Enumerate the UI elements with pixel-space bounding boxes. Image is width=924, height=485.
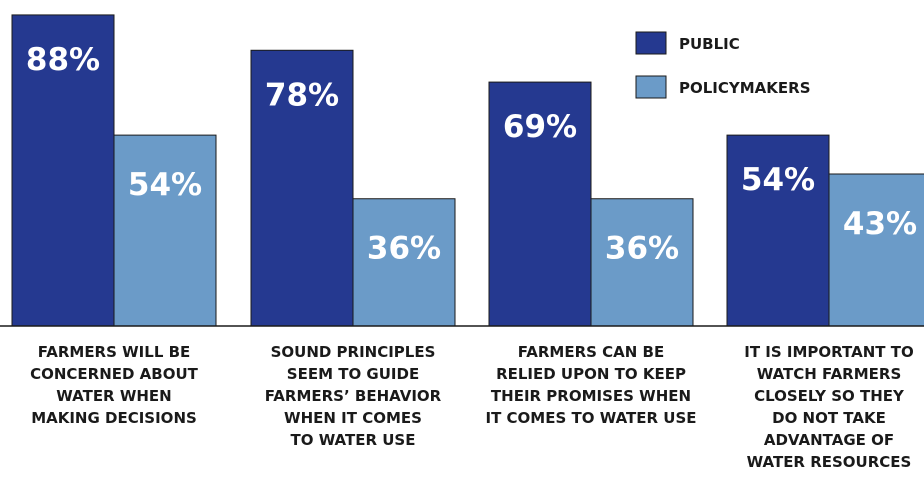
value-label-public-3: 69%: [503, 109, 577, 145]
bar-policymakers-3: [590, 198, 694, 327]
bar-policymakers-1: [113, 134, 217, 327]
category-label-2: SOUND PRINCIPLES SEEM TO GUIDE FARMERS’ BE…: [265, 343, 442, 449]
legend-swatch-public: [635, 31, 667, 55]
category-label-1: FARMERS WILL BE CONCERNED ABOUT WATER WHEN…: [30, 343, 199, 427]
value-label-policymakers-3: 36%: [605, 231, 679, 267]
bars-layer: [11, 14, 924, 327]
bar-public-3: [488, 81, 592, 327]
bar-public-1: [11, 14, 115, 327]
legend-label-policymakers: POLICYMAKERS: [679, 79, 811, 97]
legend-swatch-policymakers: [635, 75, 667, 99]
category-labels-layer: FARMERS WILL BE CONCERNED ABOUT WATER WHEN…: [30, 343, 914, 471]
category-label-4: IT IS IMPORTANT TO WATCH FARMERS CLOSELY S…: [744, 343, 913, 471]
legend-label-public: PUBLIC: [679, 35, 740, 53]
value-label-public-4: 54%: [741, 162, 815, 198]
bar-policymakers-2: [352, 198, 456, 327]
value-label-public-2: 78%: [265, 77, 339, 113]
category-label-3: FARMERS CAN BE RELIED UPON TO KEEP THEIR P…: [486, 343, 697, 427]
value-labels-layer: 88% 54% 78% 36% 69% 36% 54% 43%: [26, 42, 917, 267]
bar-policymakers-4: [828, 173, 924, 327]
bar-public-2: [250, 49, 354, 327]
value-label-policymakers-2: 36%: [367, 231, 441, 267]
value-label-policymakers-4: 43%: [843, 206, 917, 242]
value-label-public-1: 88%: [26, 42, 100, 78]
value-label-policymakers-1: 54%: [128, 167, 202, 203]
legend: PUBLIC POLICYMAKERS: [635, 31, 811, 99]
